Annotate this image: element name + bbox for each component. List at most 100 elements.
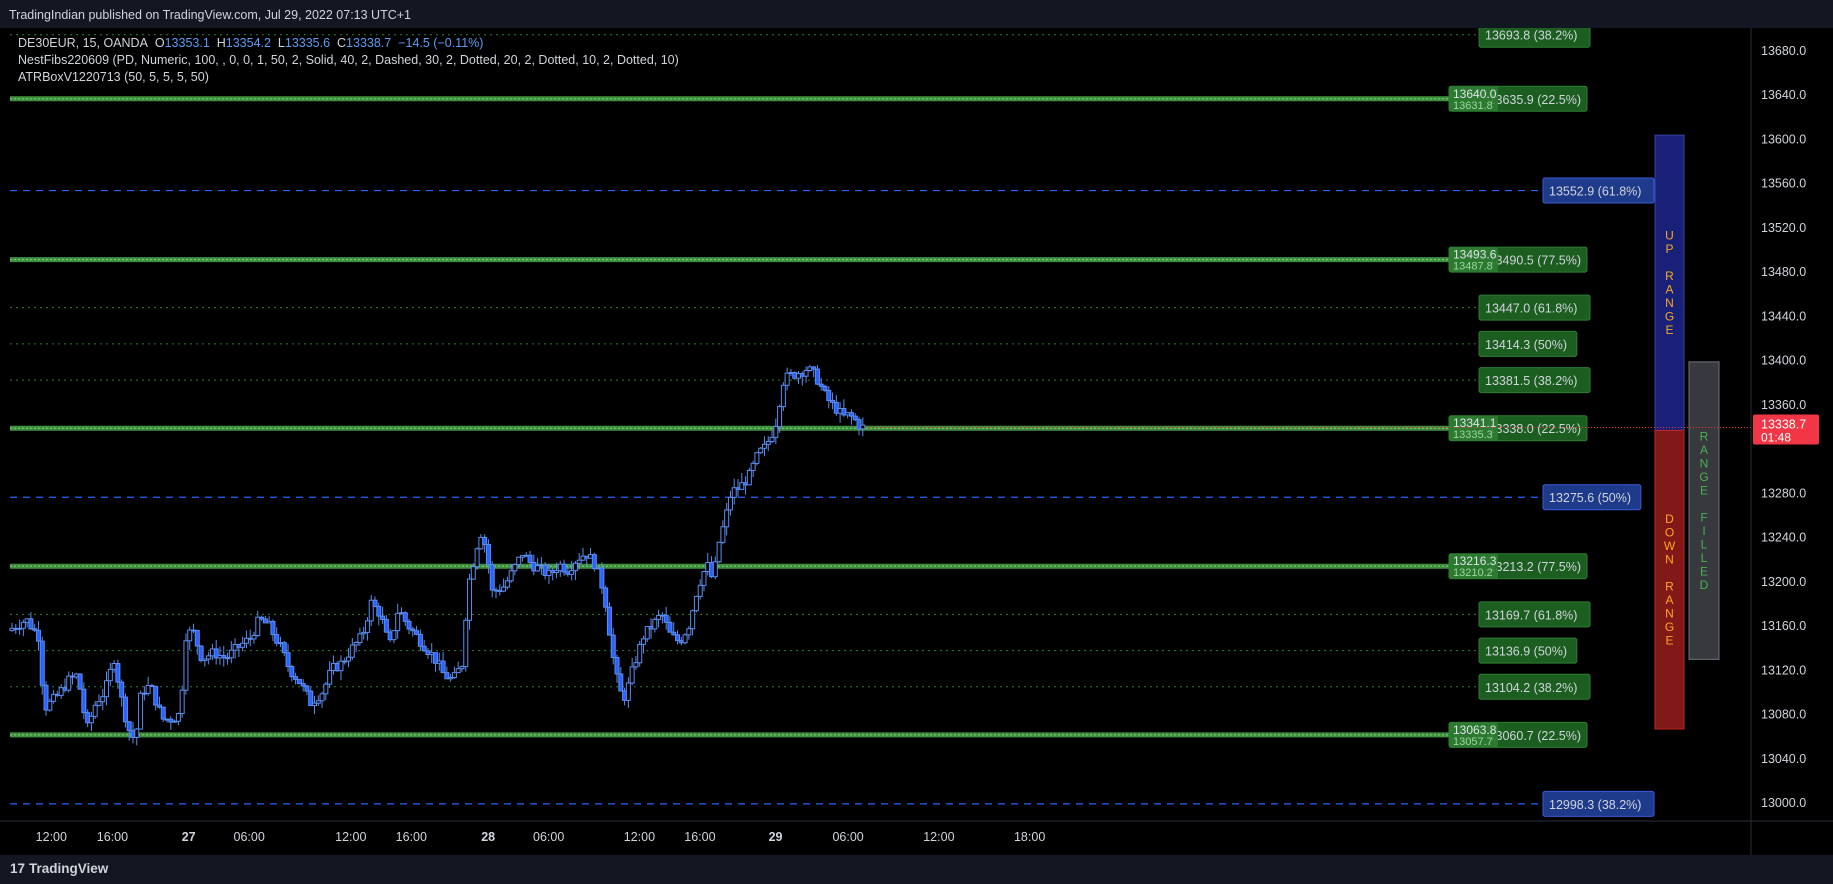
atr-box-letter: I xyxy=(1702,524,1705,538)
candle-body xyxy=(327,670,333,685)
symbol-name[interactable]: DE30EUR, 15, OANDA xyxy=(18,36,148,50)
last-price-tag[interactable] xyxy=(1753,414,1819,445)
candle-body xyxy=(115,662,121,683)
candle-body xyxy=(629,666,635,684)
candle-body xyxy=(296,678,302,685)
atr-box-letter: L xyxy=(1701,537,1708,551)
candle-body xyxy=(270,620,276,636)
time-tick-label: 16:00 xyxy=(684,830,715,844)
change-value: −14.5 (−0.11%) xyxy=(398,36,484,50)
fib-tag-upper: 13063.8 xyxy=(1453,723,1497,737)
fib-level: 13414.3 (50%) xyxy=(10,330,1578,357)
candle-body xyxy=(187,629,193,642)
candle-body xyxy=(380,615,386,620)
atr-box-letter: E xyxy=(1700,483,1708,497)
atr-box-letter: A xyxy=(1700,443,1708,457)
high-label: H xyxy=(216,36,226,50)
candle-body xyxy=(243,637,249,644)
candle-body xyxy=(489,564,495,591)
candle-body xyxy=(769,436,775,443)
fib-label-text: 13552.9 (61.8%) xyxy=(1549,185,1641,199)
price-tick-label: 13440.0 xyxy=(1761,309,1806,323)
price-tick-label: 13120.0 xyxy=(1761,663,1806,677)
candle-body xyxy=(104,680,110,698)
low-label: L xyxy=(277,36,285,50)
atr-box-letter: A xyxy=(1665,593,1673,607)
fib-tag-box xyxy=(1449,553,1498,579)
candle-body xyxy=(603,587,609,608)
candle-body xyxy=(153,685,159,706)
atr-box-letter: F xyxy=(1700,510,1707,524)
candle-body xyxy=(701,570,707,586)
candle-body xyxy=(576,559,582,564)
candle-body xyxy=(293,676,299,680)
candle-body xyxy=(100,696,106,703)
candle-body xyxy=(754,452,760,464)
candle-body xyxy=(841,408,847,416)
atr-box-letter: N xyxy=(1665,296,1674,310)
price-tick-label: 13040.0 xyxy=(1761,752,1806,766)
candle-body xyxy=(414,630,420,635)
candle-body xyxy=(614,657,620,675)
atr-box-down xyxy=(1654,429,1685,730)
fib-level: 12998.3 (38.2%) xyxy=(10,790,1655,817)
fib-tag-box xyxy=(1449,722,1498,748)
indicator-atrbox[interactable]: ATRBoxV1220713 (50, 5, 5, 5, 50) xyxy=(18,70,209,84)
fib-tag-lower: 13335.3 xyxy=(1453,429,1493,441)
candle-body xyxy=(724,509,730,528)
fib-label-text: 13490.5 (77.5%) xyxy=(1489,254,1581,268)
symbol-ohlc-row: DE30EUR, 15, OANDA O13353.1 H13354.2 L13… xyxy=(18,35,679,52)
low-value: 13335.6 xyxy=(284,36,331,50)
candle-body xyxy=(690,610,696,630)
indicator-nestfibs[interactable]: NestFibs220609 (PD, Numeric, 100, , 0, 0… xyxy=(18,53,679,67)
candles xyxy=(9,364,866,746)
fib-tag-upper: 13493.6 xyxy=(1453,248,1497,262)
candle-body xyxy=(599,567,605,589)
candle-body xyxy=(512,563,518,572)
candle-body xyxy=(746,469,752,486)
fib-tag-upper: 13640.0 xyxy=(1453,87,1497,101)
fib-tag-lower: 13631.8 xyxy=(1453,100,1493,112)
candle-body xyxy=(459,666,465,670)
open-label: O xyxy=(154,36,165,50)
candle-body xyxy=(644,626,650,640)
candle-body xyxy=(826,389,832,401)
atr-box-letter: W xyxy=(1664,539,1676,553)
fib-label-box xyxy=(1478,673,1591,700)
candle-body xyxy=(145,684,151,694)
candle-body xyxy=(77,673,83,690)
fib-tag-lower: 13210.2 xyxy=(1453,567,1493,579)
tradingview-logo[interactable]: 17 TradingView xyxy=(10,861,108,876)
atr-box-letter: N xyxy=(1665,552,1674,566)
candle-body xyxy=(712,561,718,578)
fib-tag-box xyxy=(1449,415,1498,441)
candle-body xyxy=(126,721,132,732)
atr-box-letter: P xyxy=(1665,242,1673,256)
fib-label-box xyxy=(1478,637,1578,664)
candle-body xyxy=(228,649,234,659)
price-tick-label: 13520.0 xyxy=(1761,221,1806,235)
time-tick-label: 16:00 xyxy=(97,830,128,844)
candle-body xyxy=(440,660,446,674)
candle-body xyxy=(206,655,212,660)
candle-body xyxy=(444,672,450,680)
candle-body xyxy=(361,631,367,635)
time-axis-labels[interactable]: 12:00 16:00 27 06:00 12:00 16:00 28 06:00 12:00 1… xyxy=(36,830,1046,844)
fib-label-box xyxy=(1478,28,1591,48)
candle-body xyxy=(777,406,783,428)
price-tick-label: 13280.0 xyxy=(1761,486,1806,500)
fib-label-text: 13136.9 (50%) xyxy=(1485,645,1567,659)
candle-body xyxy=(202,658,208,662)
time-tick-label: 12:00 xyxy=(335,830,366,844)
candle-body xyxy=(312,702,318,707)
candle-body xyxy=(739,482,745,490)
price-axis-labels[interactable]: 13680.0 13640.0 13600.0 13560.0 13520.0 13480… xyxy=(1761,44,1806,810)
price-tick-label: 13560.0 xyxy=(1761,177,1806,191)
price-tick-label: 13160.0 xyxy=(1761,619,1806,633)
candle-body xyxy=(349,644,355,658)
candle-body xyxy=(516,556,522,565)
fib-label-text: 13104.2 (38.2%) xyxy=(1485,681,1577,695)
